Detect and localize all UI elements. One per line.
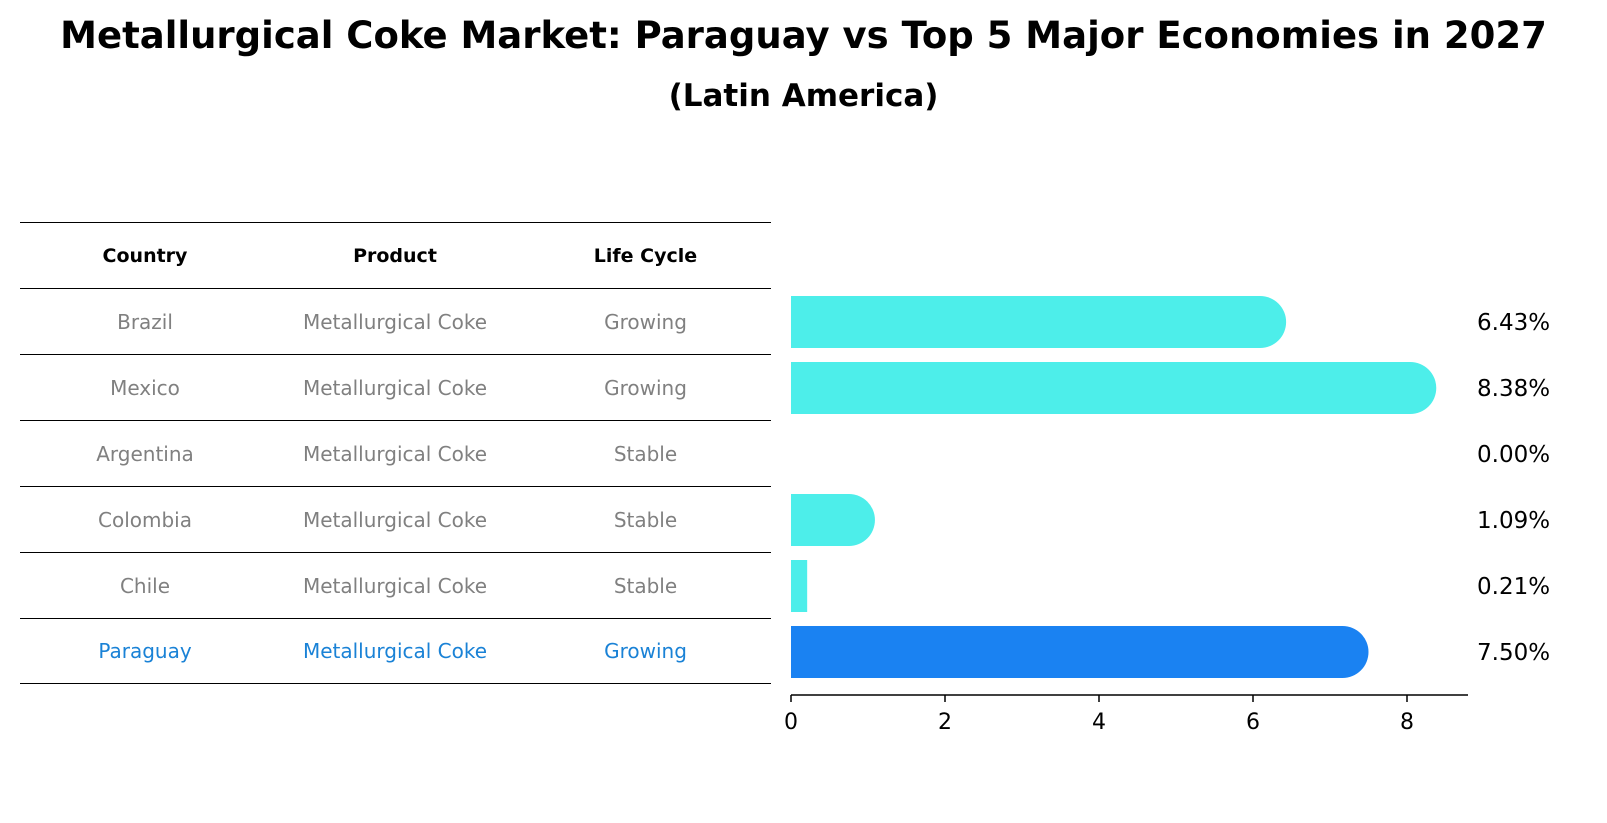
country-cell: Mexico — [110, 375, 180, 400]
life-cycle-cell: Stable — [613, 441, 678, 466]
chart-subtitle: (Latin America) — [668, 78, 939, 114]
table-row-highlight: Paraguay Metallurgical Coke Growing — [20, 618, 771, 684]
bar — [791, 296, 1287, 348]
column-header-product: Product — [353, 244, 437, 267]
x-tick-label: 4 — [1092, 710, 1106, 735]
table-row: Colombia Metallurgical Coke Stable — [20, 486, 771, 552]
bar — [791, 494, 875, 546]
product-cell: Metallurgical Coke — [302, 639, 488, 663]
product-cell: Metallurgical Coke — [302, 573, 488, 598]
table-row: Brazil Metallurgical Coke Growing — [20, 288, 771, 354]
bar — [791, 560, 808, 612]
table-row: Mexico Metallurgical Coke Growing — [20, 354, 771, 420]
value-label: 6.43% — [1477, 310, 1550, 336]
table-header-row: Country Product Life Cycle — [20, 222, 771, 288]
data-table: Country Product Life Cycle Brazil Metall… — [20, 222, 771, 684]
bar — [791, 362, 1437, 414]
country-cell: Argentina — [96, 441, 194, 466]
x-tick-label: 8 — [1400, 710, 1414, 735]
column-header-country: Country — [102, 244, 188, 267]
value-label: 0.21% — [1477, 574, 1550, 600]
value-label: 8.38% — [1477, 376, 1550, 402]
column-header-life-cycle: Life Cycle — [593, 244, 698, 267]
chart-title: Metallurgical Coke Market: Paraguay vs T… — [60, 14, 1547, 57]
life-cycle-cell: Growing — [604, 309, 687, 334]
country-cell: Brazil — [117, 309, 173, 334]
table-row: Argentina Metallurgical Coke Stable — [20, 420, 771, 486]
life-cycle-cell: Growing — [604, 375, 687, 400]
x-tick-label: 6 — [1246, 710, 1260, 735]
bar-highlight — [791, 626, 1369, 678]
value-label: 7.50% — [1477, 640, 1550, 666]
x-tick-label: 2 — [938, 710, 952, 735]
product-cell: Metallurgical Coke — [302, 375, 488, 400]
x-tick-label: 0 — [784, 710, 798, 735]
product-cell: Metallurgical Coke — [302, 309, 488, 334]
product-cell: Metallurgical Coke — [302, 441, 488, 466]
product-cell: Metallurgical Coke — [302, 507, 488, 532]
life-cycle-cell: Growing — [604, 639, 687, 663]
table-row: Chile Metallurgical Coke Stable — [20, 552, 771, 618]
life-cycle-cell: Stable — [613, 507, 678, 532]
country-cell: Paraguay — [98, 639, 192, 663]
value-label: 0.00% — [1477, 442, 1550, 468]
value-label: 1.09% — [1477, 508, 1550, 534]
country-cell: Colombia — [98, 507, 192, 532]
life-cycle-cell: Stable — [613, 573, 678, 598]
country-cell: Chile — [119, 573, 171, 598]
